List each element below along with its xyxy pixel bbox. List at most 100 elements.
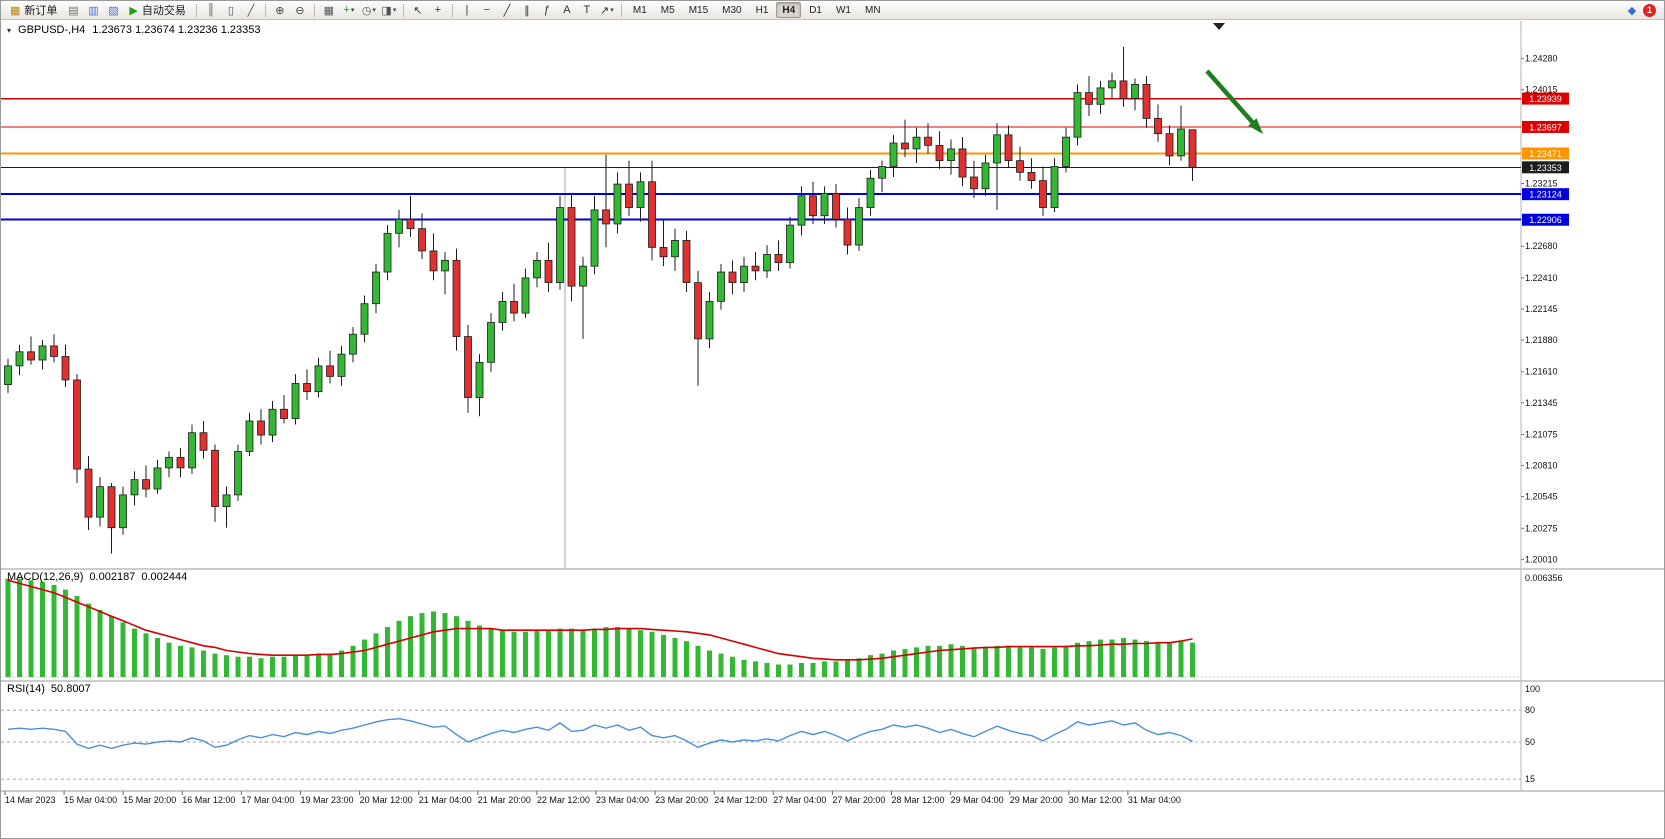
svg-text:14 Mar 2023: 14 Mar 2023	[5, 795, 56, 805]
toolbar-separator	[313, 3, 315, 17]
timeframe-m15[interactable]: M15	[688, 5, 709, 16]
crosshair-icon: +	[434, 4, 442, 16]
svg-text:1.23471: 1.23471	[1529, 149, 1562, 159]
trendline-icon[interactable]: ╱	[498, 2, 516, 19]
svg-text:1.24280: 1.24280	[1525, 54, 1558, 64]
toolbar: ▦ 新订单 ▤ ▥ ▧ ▶ 自动交易 ║ ▯ ╱ ⊕ ⊖ ▦ + ▾ ◷ ▾ ◨ ▾ ↖ + | − ╱ ∥ ƒ A T ↗ ▾ M1 M5 M…	[1, 1, 1664, 20]
ohlc-label: 1.23673 1.23674 1.23236 1.23353	[92, 24, 261, 36]
drop-down-caret-icon: ▾	[372, 7, 376, 14]
timeframe-w1[interactable]: W1	[835, 5, 851, 16]
svg-text:1.20275: 1.20275	[1525, 523, 1558, 533]
channel-icon[interactable]: ∥	[518, 2, 536, 19]
svg-text:1.23697: 1.23697	[1529, 122, 1562, 132]
cursor-icon[interactable]: ↖	[409, 2, 427, 19]
autotrading-button-label: 自动交易	[141, 5, 186, 17]
svg-text:20 Mar 12:00: 20 Mar 12:00	[360, 795, 413, 805]
trend-arrow-annotation[interactable]	[1205, 23, 1263, 134]
periods-icon: ◷	[361, 4, 372, 17]
svg-text:1.22145: 1.22145	[1525, 304, 1558, 314]
macd-label: MACD(12,26,9) 0.002187 0.002444	[7, 571, 187, 583]
svg-text:1.20545: 1.20545	[1525, 492, 1558, 502]
chart-window-icon[interactable]: ▤	[64, 2, 82, 19]
label-icon[interactable]: T	[578, 2, 596, 19]
chart-frame	[1, 21, 1664, 792]
templates-icon[interactable]: ◨ ▾	[380, 2, 398, 19]
timeframe-d1[interactable]: D1	[809, 5, 822, 16]
market-watch-icon[interactable]: ▥	[84, 2, 102, 19]
community-icon[interactable]: ◆	[1623, 2, 1641, 19]
notification-badge[interactable]: 1	[1643, 3, 1656, 17]
autotrading-button[interactable]: ▶ 自动交易	[124, 2, 190, 19]
anchor-marker-icon	[1213, 23, 1225, 30]
terminal-icon: ▧	[108, 4, 119, 17]
rsi-panel: 100 80 50 15	[1, 684, 1540, 784]
zoom-in-icon[interactable]: ⊕	[271, 2, 289, 19]
channel-icon: ∥	[524, 4, 530, 17]
terminal-icon[interactable]: ▧	[104, 2, 122, 19]
svg-text:80: 80	[1525, 705, 1535, 715]
price-badge	[1522, 92, 1569, 105]
toolbar-separator	[620, 3, 622, 17]
vertical-line-icon[interactable]: |	[458, 2, 476, 19]
zoom-in-icon: ⊕	[275, 4, 285, 17]
periods-icon[interactable]: ◷ ▾	[360, 2, 378, 19]
timeframe-h4[interactable]: H4	[776, 2, 802, 18]
indicators-icon[interactable]: + ▾	[340, 2, 358, 19]
fibonacci-icon[interactable]: ƒ	[538, 2, 556, 19]
svg-text:100: 100	[1525, 684, 1540, 694]
svg-text:1.21880: 1.21880	[1525, 335, 1558, 345]
symbol-period-label: GBPUSD-,H4	[18, 24, 86, 36]
crosshair-icon[interactable]: +	[429, 2, 447, 19]
play-icon: ▶	[129, 4, 138, 17]
svg-text:0.006356: 0.006356	[1525, 573, 1563, 583]
new-order-button[interactable]: ▦ 新订单	[5, 2, 62, 19]
line-chart-icon[interactable]: ╱	[242, 2, 260, 19]
toolbar-separator	[264, 3, 266, 17]
price-badge	[1522, 161, 1569, 174]
arrows-icon[interactable]: ↗ ▾	[598, 2, 616, 19]
vertical-line-icon: |	[465, 4, 469, 16]
svg-text:1.22410: 1.22410	[1525, 273, 1558, 283]
bar-chart-icon[interactable]: ║	[202, 2, 220, 19]
text-icon[interactable]: A	[558, 2, 576, 19]
svg-text:30 Mar 12:00: 30 Mar 12:00	[1069, 795, 1122, 805]
svg-text:15 Mar 20:00: 15 Mar 20:00	[123, 795, 176, 805]
svg-text:29 Mar 04:00: 29 Mar 04:00	[951, 795, 1004, 805]
svg-text:1.22906: 1.22906	[1529, 215, 1562, 225]
macd-panel: 0.006356	[1, 573, 1563, 678]
svg-text:19 Mar 23:00: 19 Mar 23:00	[301, 795, 354, 805]
svg-text:29 Mar 20:00: 29 Mar 20:00	[1010, 795, 1063, 805]
chart-title: ▾ GBPUSD-,H4 1.23673 1.23674 1.23236 1.2…	[7, 24, 260, 36]
svg-text:1.20010: 1.20010	[1525, 554, 1558, 564]
price-badges: 1.23939 1.23697 1.23471 1.23353 1.23124 1.229…	[1522, 92, 1569, 226]
time-axis[interactable]: 14 Mar 2023 15 Mar 04:00 15 Mar 20:00 16 Ma…	[4, 791, 1181, 805]
timeframe-m1[interactable]: M1	[632, 5, 647, 16]
drop-down-caret-icon: ▾	[350, 7, 355, 14]
timeframe-h1[interactable]: H1	[755, 5, 769, 16]
price-badge	[1522, 213, 1569, 226]
zoom-out-icon[interactable]: ⊖	[291, 2, 309, 19]
svg-text:15 Mar 04:00: 15 Mar 04:00	[64, 795, 117, 805]
svg-text:27 Mar 20:00: 27 Mar 20:00	[832, 795, 885, 805]
tile-windows-icon[interactable]: ▦	[320, 2, 338, 19]
candlestick-chart-icon[interactable]: ▯	[222, 2, 240, 19]
text-icon: A	[563, 4, 571, 16]
timeframe-m30[interactable]: M30	[722, 5, 742, 16]
svg-text:15: 15	[1525, 774, 1535, 784]
indicators-icon: +	[343, 4, 350, 16]
new-order-icon: ▦	[10, 4, 21, 17]
timeframe-mn[interactable]: MN	[864, 5, 881, 16]
svg-text:23 Mar 20:00: 23 Mar 20:00	[655, 795, 708, 805]
price-axis[interactable]: 1.24280 1.24015 1.23215 1.22680 1.22410 1.221…	[1521, 54, 1558, 565]
drop-down-caret-icon: ▾	[392, 7, 397, 14]
timeframe-m5[interactable]: M5	[660, 5, 675, 16]
svg-text:1.21075: 1.21075	[1525, 429, 1558, 439]
rsi-value: 50.8007	[50, 683, 91, 695]
horizontal-line-icon[interactable]: −	[478, 2, 496, 19]
chart-menu-icon[interactable]: ▾	[7, 25, 12, 35]
rsi-name: RSI(14)	[7, 683, 45, 695]
svg-text:21 Mar 04:00: 21 Mar 04:00	[419, 795, 472, 805]
svg-text:1.20810: 1.20810	[1525, 461, 1558, 471]
